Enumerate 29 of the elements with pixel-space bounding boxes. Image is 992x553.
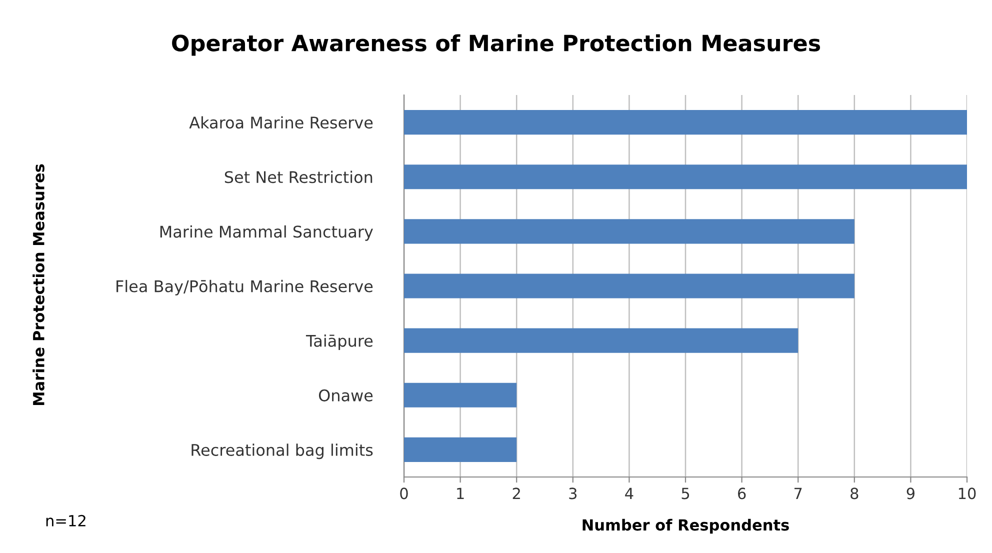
y-tick-label: Onawe	[318, 389, 373, 402]
y-axis-title: Marine Protection Measures	[32, 164, 44, 406]
x-tick-label: 0	[400, 488, 408, 500]
bar	[404, 219, 854, 244]
x-tick-label: 5	[682, 488, 690, 500]
bar	[404, 437, 517, 462]
chart-title: Operator Awareness of Marine Protection Measures	[172, 34, 820, 56]
bar	[404, 110, 967, 135]
text: n=12	[46, 514, 86, 526]
x-tick-label: 8	[850, 488, 858, 500]
bar	[404, 164, 967, 190]
y-tick-label: Marine Mammal Sanctuary	[160, 225, 373, 241]
bar	[404, 382, 517, 408]
bar	[404, 328, 798, 353]
y-tick-label: Set Net Restriction	[224, 170, 372, 184]
y-tick-label: Recreational bag limits	[192, 444, 373, 460]
y-tick-label: Flea Bay/Pōhatu Marine Reserve	[116, 280, 373, 296]
x-tick-label: 4	[625, 488, 634, 500]
x-tick-label: 3	[569, 488, 577, 500]
y-tick-label: Akaroa Marine Reserve	[189, 116, 373, 129]
x-tick-label: 7	[794, 488, 802, 500]
x-tick-label: 1	[457, 488, 464, 500]
x-tick-label: 10	[958, 488, 976, 500]
x-tick-label: 9	[906, 488, 914, 500]
x-tick-label: 2	[512, 488, 520, 500]
x-axis-title: Number of Respondents	[582, 518, 789, 534]
y-tick-label: Taiāpure	[306, 334, 373, 350]
bar	[404, 274, 854, 298]
x-tick-label: 6	[738, 488, 746, 500]
